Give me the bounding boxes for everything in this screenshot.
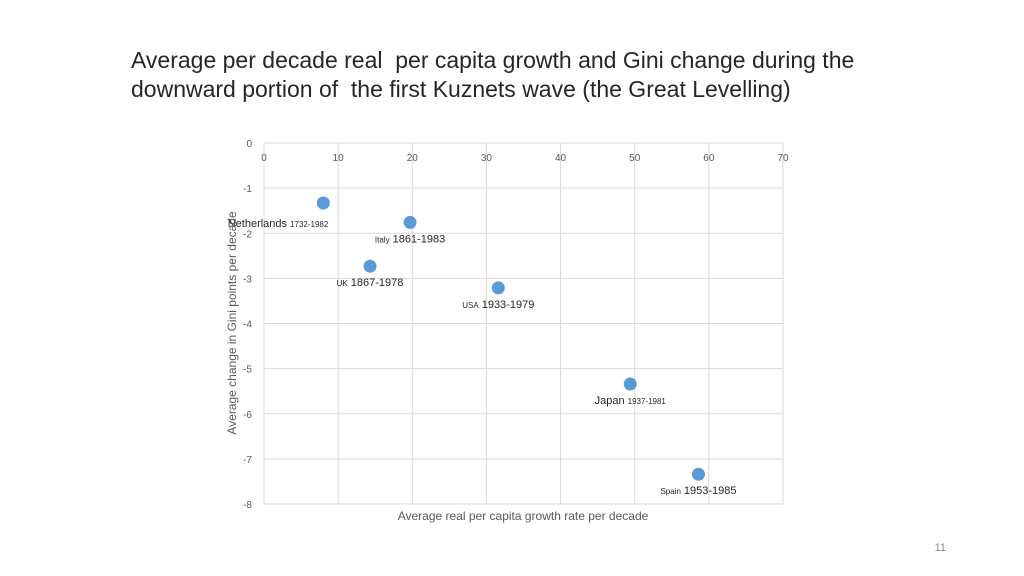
data-point (623, 377, 637, 391)
data-point (403, 215, 417, 229)
data-point-label: Italy 1861-1983 (375, 233, 445, 245)
data-point-label: Japan 1937-1981 (595, 395, 667, 407)
y-tick-label: -4 (243, 320, 252, 331)
y-tick-label: -7 (243, 455, 252, 466)
data-point-label: USA 1933-1979 (462, 299, 534, 311)
data-point (491, 281, 505, 295)
data-point-label: UK 1867-1978 (337, 277, 404, 289)
point-label-country: Italy (375, 235, 390, 244)
x-tick-label: 70 (777, 153, 789, 164)
point-label-country: USA (462, 301, 479, 310)
slide-title-line-1: Average per decade real per capita growt… (131, 47, 855, 73)
y-tick-label: -2 (243, 229, 252, 240)
y-axis-title: Average change in Gini points per decade (225, 211, 239, 435)
point-label-years: 1933-1979 (482, 299, 535, 311)
y-tick-label: -5 (243, 365, 252, 376)
x-tick-label: 60 (703, 153, 715, 164)
x-tick-label: 50 (629, 153, 641, 164)
x-tick-label: 10 (333, 153, 345, 164)
point-label-years: 1861-1983 (393, 233, 446, 245)
chart-tick-labels: 0 10 20 30 40 50 60 70 0 -1 -2 -3 -4 -5 -6 -7 -8 (243, 139, 789, 511)
data-point (363, 259, 377, 273)
point-label-years: 1953-1985 (684, 485, 737, 497)
slide-title: Average per decade real per capita growt… (131, 46, 911, 104)
chart-gridlines (263, 142, 784, 505)
point-label-country: Japan (595, 395, 625, 407)
x-tick-label: 40 (555, 153, 567, 164)
y-tick-label: -6 (243, 410, 252, 421)
page-number: 11 (934, 542, 946, 554)
point-label-country: Spain (660, 487, 680, 496)
data-point (691, 467, 705, 481)
chart-point-labels: Netherlands 1732-1982 Italy 1861-1983 UK 1867… (228, 218, 737, 497)
point-label-years: 1867-1978 (351, 277, 404, 289)
x-tick-label: 30 (481, 153, 493, 164)
y-tick-label: -3 (243, 274, 252, 285)
x-axis-title: Average real per capita growth rate per … (398, 509, 649, 523)
y-tick-label: -1 (243, 184, 252, 195)
point-label-country: Netherlands (228, 218, 288, 230)
point-label-years: 1937-1981 (628, 397, 667, 406)
point-label-country: UK (337, 279, 349, 288)
point-label-years: 1732-1982 (290, 220, 329, 229)
y-tick-label: 0 (246, 139, 252, 150)
data-point-label: Spain 1953-1985 (660, 485, 736, 497)
data-point (316, 196, 330, 210)
x-tick-label: 20 (407, 153, 419, 164)
y-tick-label: -8 (243, 500, 252, 511)
chart-points (316, 196, 705, 481)
data-point-label: Netherlands 1732-1982 (228, 218, 329, 230)
x-tick-label: 0 (261, 153, 267, 164)
slide-title-line-2: downward portion of the first Kuznets wa… (131, 76, 791, 102)
